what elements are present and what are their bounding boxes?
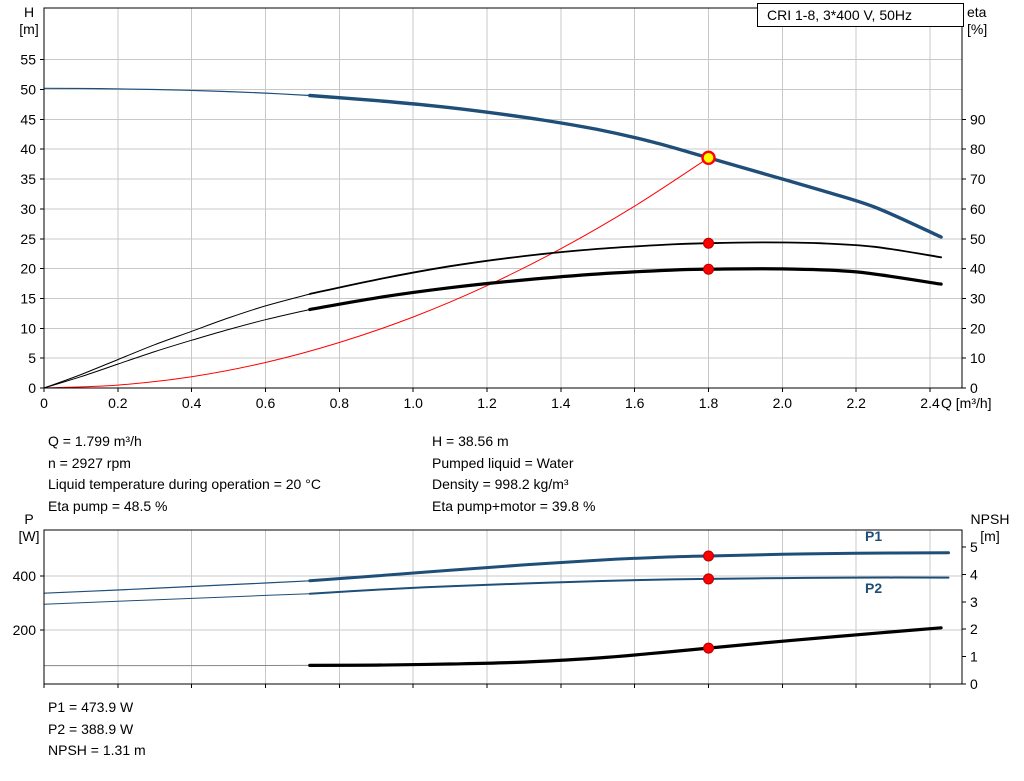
duty-info-right-column: H = 38.56 m Pumped liquid = Water Densit… xyxy=(432,431,595,517)
eta-axis-unit: [%] xyxy=(967,21,988,37)
left-axis-tick-label: 5 xyxy=(28,350,36,366)
x-axis-tick-label: 0.8 xyxy=(330,395,350,411)
right-axis-tick-label: 2 xyxy=(970,621,978,637)
power-axis-symbol: P xyxy=(24,511,34,527)
info-line-density: Density = 998.2 kg/m³ xyxy=(432,476,569,492)
plot-border xyxy=(43,7,963,389)
x-axis-tick-label: 0.2 xyxy=(108,395,128,411)
info-line-liquid-temp: Liquid temperature during operation = 20… xyxy=(48,476,321,492)
x-axis-tick-label: 1.0 xyxy=(403,395,423,411)
right-axis-tick-label: 40 xyxy=(970,261,986,277)
x-axis-tick-label: 2.0 xyxy=(773,395,793,411)
info-line-p2: P2 = 388.9 W xyxy=(48,720,134,737)
p1-curve xyxy=(308,551,950,583)
info-line-q: Q = 1.799 m³/h xyxy=(48,433,142,449)
right-axis-tick-label: 3 xyxy=(970,594,978,610)
h-axis-unit: [m] xyxy=(19,21,39,37)
eta-pump-curve xyxy=(308,241,942,295)
info-line-h: H = 38.56 m xyxy=(432,433,509,449)
pump-curve xyxy=(308,93,943,239)
hq-eta-chart: 0 5 10 15 20 25 30 35 40 45 50 55 0 10 20 30 40 50 60 70 80 9… xyxy=(20,7,992,411)
npsh-duty-dot xyxy=(703,642,715,654)
eta-axis-header: eta [%] xyxy=(967,4,1017,38)
right-axis-tick-label: 5 xyxy=(970,539,978,555)
p2-curve-lead-in xyxy=(43,593,311,605)
left-axis-tick-label: 45 xyxy=(20,111,36,127)
right-axis-tick-label: 70 xyxy=(970,171,986,187)
info-line-n: n = 2927 rpm xyxy=(48,454,131,471)
left-axis-tick-label: 40 xyxy=(20,141,36,157)
p1-curve-lead-in xyxy=(43,580,311,594)
right-axis-tick-label: 0 xyxy=(970,380,978,396)
duty-info-left-column: Q = 1.799 m³/h n = 2927 rpm Liquid tempe… xyxy=(48,431,321,517)
system-curve xyxy=(43,157,709,389)
left-axis-tick-label: 30 xyxy=(20,201,36,217)
right-axis-tick-label: 20 xyxy=(970,320,986,336)
right-axis-tick-label: 60 xyxy=(970,201,986,217)
npsh-axis-symbol: NPSH xyxy=(970,511,1010,527)
x-axis-tick-label: 1.2 xyxy=(477,395,497,411)
left-axis-tick-label: 10 xyxy=(20,320,36,336)
left-axis-tick-label: 20 xyxy=(20,261,36,277)
power-axis-unit: [W] xyxy=(18,528,40,544)
plot-border xyxy=(43,529,963,685)
right-axis-tick-label: 1 xyxy=(970,649,978,665)
info-line-npsh: NPSH = 1.31 m xyxy=(48,742,146,758)
h-axis-header: H [m] xyxy=(10,4,48,38)
p1-curve-label: P1 xyxy=(865,528,883,544)
eta-pump-motor-curve xyxy=(308,267,943,312)
left-axis-tick-label: 25 xyxy=(20,231,36,247)
npsh-axis-header: NPSH [m] xyxy=(961,511,1019,545)
x-axis-title: Q [m³/h] xyxy=(941,395,992,411)
duty-point xyxy=(701,150,716,166)
x-axis-tick-label: 2.4 xyxy=(920,395,940,411)
eta-pump-motor-curve-lead-in xyxy=(43,309,311,389)
left-axis-tick-label: 35 xyxy=(20,171,36,187)
p2-duty-dot xyxy=(703,573,715,585)
right-axis-tick-label: 90 xyxy=(970,111,986,127)
right-axis-tick-label: 0 xyxy=(970,676,978,692)
pump-curve-lead-in xyxy=(43,87,311,97)
x-axis-tick-label: 0.4 xyxy=(182,395,202,411)
right-axis-tick-label: 10 xyxy=(970,350,986,366)
left-axis-tick-label: 15 xyxy=(20,290,36,306)
x-axis-tick-label: 1.4 xyxy=(551,395,571,411)
info-line-eta-pump: Eta pump = 48.5 % xyxy=(48,497,168,514)
p2-curve-label: P2 xyxy=(865,580,883,596)
right-axis-tick-label: 50 xyxy=(970,231,986,247)
left-axis-tick-label: 400 xyxy=(13,568,37,584)
left-axis-tick-label: 50 xyxy=(20,82,36,98)
x-axis-tick-label: 0.6 xyxy=(256,395,276,411)
npsh-curve xyxy=(308,626,943,667)
power-axis-header: P [W] xyxy=(10,511,48,545)
eta-axis-symbol: eta xyxy=(967,4,987,20)
info-line-p1: P1 = 473.9 W xyxy=(48,699,134,715)
pump-model-title: CRI 1-8, 3*400 V, 50Hz xyxy=(757,3,964,27)
power-npsh-info-block: P1 = 473.9 W P2 = 388.9 W NPSH = 1.31 m xyxy=(48,697,146,762)
left-axis-tick-label: 200 xyxy=(13,622,37,638)
info-line-pumped-liquid: Pumped liquid = Water xyxy=(432,454,574,471)
eta-pump-duty-dot xyxy=(703,237,715,249)
npsh-axis-unit: [m] xyxy=(980,528,1000,544)
eta-pump-curve-lead-in xyxy=(43,293,311,389)
h-axis-symbol: H xyxy=(23,4,35,20)
right-axis-tick-label: 80 xyxy=(970,141,986,157)
x-axis-tick-label: 2.2 xyxy=(846,395,866,411)
x-axis-tick-label: 0 xyxy=(40,395,48,411)
p1-duty-dot xyxy=(703,550,715,562)
x-axis-tick-label: 1.8 xyxy=(699,395,719,411)
right-axis-tick-label: 4 xyxy=(970,566,978,582)
info-line-eta-pump-motor: Eta pump+motor = 39.8 % xyxy=(432,497,596,514)
left-axis-tick-label: 55 xyxy=(20,52,36,68)
eta-pump-motor-duty-dot xyxy=(703,263,715,275)
x-axis-tick-label: 1.6 xyxy=(625,395,645,411)
p2-curve xyxy=(308,576,950,595)
left-axis-tick-label: 0 xyxy=(28,380,36,396)
power-npsh-chart: 200 400 0 1 2 3 4 5 xyxy=(13,529,978,692)
right-axis-tick-label: 30 xyxy=(970,290,986,306)
